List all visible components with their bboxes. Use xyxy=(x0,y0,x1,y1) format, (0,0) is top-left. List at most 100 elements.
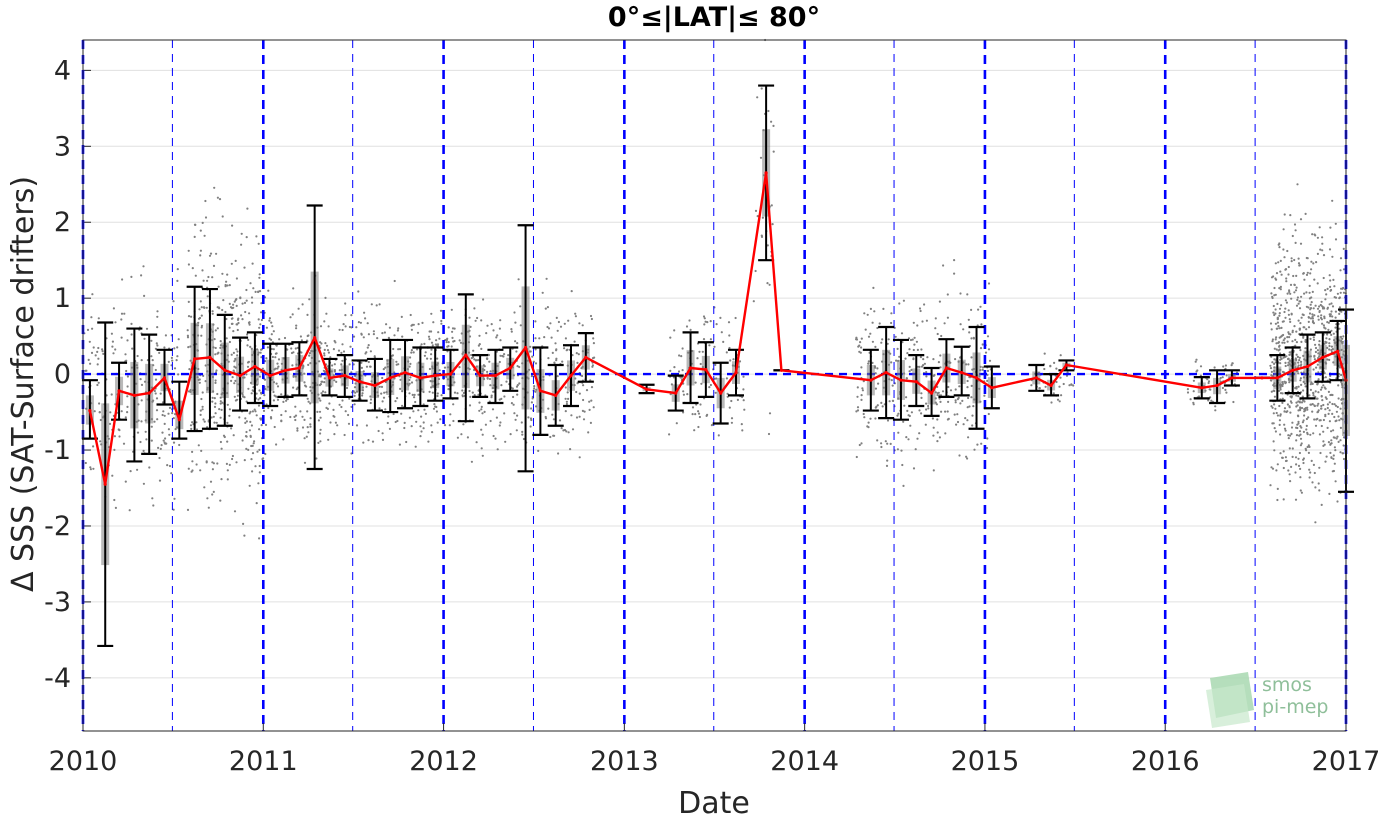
scatter-point xyxy=(1279,270,1282,273)
mean-point xyxy=(1305,364,1310,369)
x-tick-label: 2011 xyxy=(229,746,298,777)
scatter-point xyxy=(925,371,928,374)
scatter-point xyxy=(426,357,429,360)
scatter-point xyxy=(911,338,914,341)
scatter-point xyxy=(163,441,166,444)
scatter-point xyxy=(722,340,725,343)
scatter-point xyxy=(953,272,956,275)
scatter-point xyxy=(1298,359,1301,362)
scatter-point xyxy=(1316,383,1319,386)
scatter-point xyxy=(1286,292,1289,295)
scatter-point xyxy=(567,431,570,434)
scatter-point xyxy=(1330,288,1333,292)
scatter-point xyxy=(760,87,763,90)
scatter-point xyxy=(1304,212,1307,215)
scatter-point xyxy=(669,336,672,339)
scatter-point xyxy=(226,421,229,424)
scatter-point xyxy=(94,354,97,357)
scatter-point xyxy=(932,374,935,377)
scatter-point xyxy=(348,397,351,400)
scatter-point xyxy=(902,420,905,423)
scatter-point xyxy=(1282,320,1285,323)
scatter-point xyxy=(438,337,441,340)
scatter-point xyxy=(1222,365,1225,368)
scatter-point xyxy=(447,345,450,348)
scatter-point xyxy=(1281,370,1285,373)
scatter-point xyxy=(1334,310,1337,313)
scatter-point xyxy=(1305,417,1308,421)
scatter-point xyxy=(271,355,274,359)
scatter-point xyxy=(101,350,104,353)
scatter-point xyxy=(380,392,383,395)
scatter-point xyxy=(1306,408,1309,411)
scatter-point xyxy=(243,266,246,269)
scatter-point xyxy=(1308,312,1312,315)
scatter-point xyxy=(1277,341,1280,344)
scatter-point xyxy=(728,346,731,350)
scatter-point xyxy=(235,323,238,326)
scatter-point xyxy=(890,321,893,325)
scatter-point xyxy=(880,341,883,344)
scatter-point xyxy=(1297,319,1300,322)
scatter-point xyxy=(1273,449,1276,452)
scatter-point xyxy=(1303,410,1306,413)
scatter-point xyxy=(725,351,728,354)
scatter-point xyxy=(232,330,235,333)
scatter-point xyxy=(1328,348,1331,351)
scatter-point xyxy=(412,410,415,413)
scatter-point xyxy=(301,303,304,306)
scatter-point xyxy=(1276,463,1279,466)
scatter-point xyxy=(102,352,105,355)
scatter-point xyxy=(890,379,893,382)
scatter-point xyxy=(1286,336,1289,339)
scatter-point xyxy=(216,392,219,396)
scatter-point xyxy=(1279,392,1283,395)
scatter-point xyxy=(1294,471,1297,474)
scatter-point xyxy=(357,321,360,324)
scatter-point xyxy=(477,393,480,396)
scatter-point xyxy=(354,391,357,394)
scatter-point xyxy=(1314,424,1318,427)
scatter-point xyxy=(378,385,381,388)
scatter-point xyxy=(199,409,202,412)
scatter-point xyxy=(172,300,175,303)
scatter-point xyxy=(1324,415,1327,418)
scatter-point xyxy=(295,324,298,327)
scatter-point xyxy=(342,323,345,326)
scatter-point xyxy=(413,393,416,396)
scatter-point xyxy=(486,370,489,373)
scatter-point xyxy=(237,321,240,325)
scatter-point xyxy=(430,341,434,344)
scatter-point xyxy=(199,469,202,472)
scatter-point xyxy=(944,432,947,435)
scatter-point xyxy=(423,342,426,345)
scatter-point xyxy=(360,333,363,336)
mean-point xyxy=(884,371,888,375)
mean-point xyxy=(674,391,678,395)
scatter-point xyxy=(226,273,229,276)
scatter-point xyxy=(682,411,685,414)
scatter-point xyxy=(1323,372,1326,375)
scatter-point xyxy=(1279,414,1282,417)
scatter-point xyxy=(1328,420,1331,423)
scatter-point xyxy=(578,392,581,395)
scatter-point xyxy=(1300,383,1303,386)
scatter-point xyxy=(704,320,707,323)
scatter-point xyxy=(205,460,208,463)
scatter-point xyxy=(328,402,331,405)
scatter-point xyxy=(1316,236,1319,239)
scatter-point xyxy=(410,328,413,331)
scatter-point xyxy=(1334,316,1337,319)
scatter-point xyxy=(341,328,344,332)
scatter-point xyxy=(970,337,973,340)
scatter-point xyxy=(1199,365,1203,368)
scatter-point xyxy=(918,432,921,435)
scatter-point xyxy=(551,351,554,354)
scatter-point xyxy=(1058,400,1061,403)
scatter-point xyxy=(480,319,483,322)
scatter-point xyxy=(863,416,866,419)
scatter-point xyxy=(92,445,95,448)
scatter-point xyxy=(485,332,488,335)
scatter-point xyxy=(112,352,115,355)
